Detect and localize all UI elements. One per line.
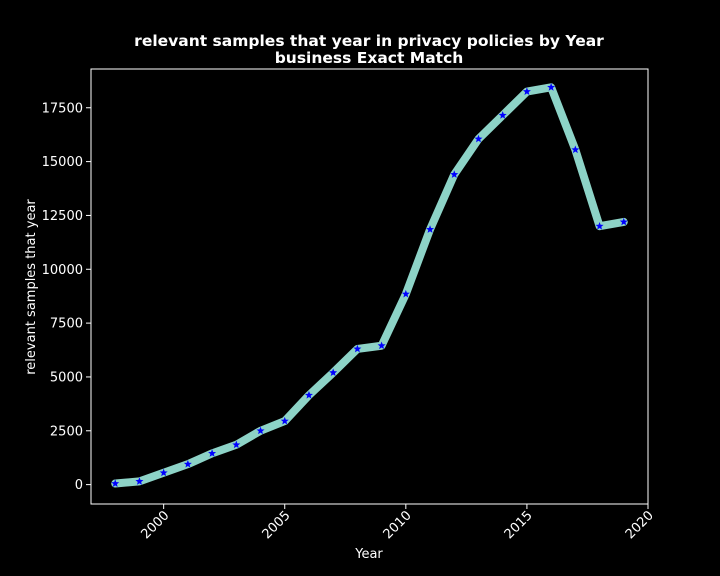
x-axis: 2000 2005 2010 2015 2020 <box>138 504 657 542</box>
plot-area-frame <box>90 68 649 505</box>
data-point <box>498 111 507 119</box>
data-point <box>619 217 628 226</box>
data-point <box>450 170 459 178</box>
y-tick-label: 10000 <box>42 263 83 278</box>
data-point <box>377 341 386 350</box>
y-tick-label: 7500 <box>50 317 83 332</box>
data-point <box>353 344 362 353</box>
y-axis: 0 2500 5000 7500 10000 12500 15000 17500 <box>42 101 91 493</box>
data-point <box>547 83 556 91</box>
data-point <box>571 145 580 154</box>
y-tick-label: 5000 <box>50 370 83 385</box>
series-markers <box>111 83 628 487</box>
data-point <box>595 222 604 230</box>
data-point <box>304 391 313 399</box>
data-point <box>232 440 241 449</box>
data-point <box>183 459 192 468</box>
data-point <box>522 87 531 96</box>
x-tick-label: 2010 <box>381 508 415 542</box>
x-tick-label: 2005 <box>260 508 294 542</box>
series-line <box>111 83 628 488</box>
data-point <box>208 449 217 457</box>
data-point <box>159 468 168 477</box>
y-tick-label: 15000 <box>42 155 83 170</box>
y-tick-label: 12500 <box>42 209 83 224</box>
y-axis-label: relevant samples that year <box>24 199 39 375</box>
data-point <box>135 477 144 485</box>
data-point <box>474 134 483 143</box>
data-point <box>329 368 338 377</box>
x-tick-label: 2000 <box>138 508 172 542</box>
y-tick-label: 2500 <box>50 424 83 439</box>
x-axis-label: Year <box>354 547 383 562</box>
chart-subtitle: business Exact Match <box>275 49 464 67</box>
x-tick-label: 2015 <box>502 508 536 542</box>
data-point <box>256 426 265 435</box>
data-point <box>111 479 120 487</box>
data-point <box>426 225 435 233</box>
x-tick-label: 2020 <box>623 508 657 542</box>
chart-title: relevant samples that year in privacy po… <box>134 32 604 50</box>
y-tick-label: 0 <box>75 478 83 493</box>
data-point <box>280 416 289 425</box>
data-point <box>401 289 410 298</box>
y-tick-label: 17500 <box>42 101 83 116</box>
